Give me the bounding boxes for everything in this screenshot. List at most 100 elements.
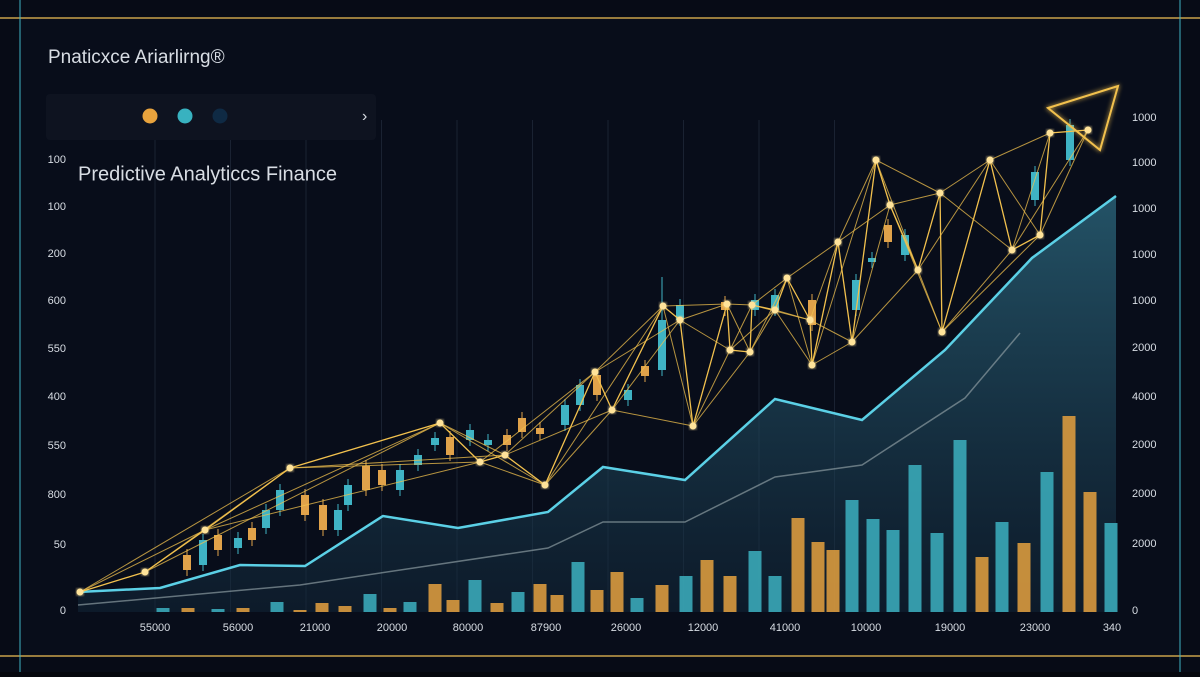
- candle-body: [214, 535, 222, 550]
- volume-bar: [866, 519, 880, 612]
- y2-axis-label: 1000: [1132, 295, 1156, 307]
- network-node: [201, 526, 209, 534]
- network-node: [541, 481, 549, 489]
- volume-bar: [975, 557, 989, 612]
- volume-bar: [630, 598, 644, 612]
- candle-body: [624, 390, 632, 400]
- volume-bar: [811, 542, 825, 612]
- network-edge: [851, 269, 919, 343]
- y2-axis-label: 2000: [1132, 488, 1156, 500]
- network-edge: [611, 409, 694, 427]
- app-title: Pnaticxce Ariarlirng®: [48, 47, 225, 68]
- network-node: [659, 302, 667, 310]
- network-edge: [875, 159, 919, 271]
- volume-bar: [293, 610, 307, 612]
- x-axis-label: 21000: [300, 622, 331, 634]
- volume-bar: [590, 590, 604, 612]
- network-edge: [837, 159, 877, 243]
- network-edge: [1039, 129, 1089, 236]
- volume-bar: [845, 500, 859, 612]
- candle-body: [396, 470, 404, 490]
- network-edge: [1011, 129, 1089, 251]
- volume-bar: [610, 572, 624, 612]
- network-edge: [875, 159, 941, 194]
- network-edge: [544, 305, 664, 486]
- network-edge: [662, 303, 728, 307]
- network-edge: [504, 371, 596, 456]
- network-node: [914, 266, 922, 274]
- network-edge: [749, 309, 776, 353]
- network-edge: [594, 319, 681, 373]
- network-node: [808, 361, 816, 369]
- trend-line: [77, 332, 1021, 606]
- y-axis-label: 550: [48, 440, 66, 452]
- network-edge: [751, 277, 788, 306]
- volume-bar: [236, 608, 250, 612]
- network-node: [771, 306, 779, 314]
- area-line: [77, 194, 1117, 594]
- candle-body: [593, 375, 601, 395]
- candle-body: [319, 505, 327, 530]
- network-edge: [939, 159, 991, 194]
- network-node: [1036, 231, 1044, 239]
- network-node: [726, 346, 734, 354]
- network-node: [848, 338, 856, 346]
- network-edge: [774, 309, 811, 321]
- network-node: [286, 464, 294, 472]
- legend-dots: [142, 108, 228, 124]
- network-edge: [679, 303, 728, 321]
- y2-axis-label: 1000: [1132, 203, 1156, 215]
- network-edge: [79, 467, 291, 593]
- network-edge: [1011, 132, 1051, 251]
- y2-axis-label: 2000: [1132, 439, 1156, 451]
- toolbar: [46, 94, 376, 140]
- volume-bar: [446, 600, 460, 612]
- candle-body: [641, 366, 649, 376]
- y2-axis-label: 0: [1132, 605, 1138, 617]
- network-node: [501, 451, 509, 459]
- network-edge: [594, 305, 664, 373]
- candle-body: [518, 418, 526, 432]
- network-edge: [479, 371, 596, 463]
- network-node: [723, 300, 731, 308]
- y-axis-label: 100: [48, 154, 66, 166]
- network-node: [1046, 129, 1054, 137]
- volume-bar: [211, 609, 225, 612]
- volume-bar: [181, 608, 195, 612]
- network-edge: [851, 204, 891, 343]
- y-axis-label: 100: [48, 201, 66, 213]
- network-node: [834, 238, 842, 246]
- network-edge: [786, 277, 813, 366]
- volume-bar: [791, 518, 805, 612]
- network-node: [746, 348, 754, 356]
- volume-bar: [383, 608, 397, 612]
- volume-bar: [468, 580, 482, 612]
- chevron[interactable]: ›: [362, 108, 367, 125]
- y2-axis-label: 1000: [1132, 249, 1156, 261]
- candle-body: [183, 555, 191, 570]
- volume-bar: [930, 533, 944, 612]
- volume-bar: [723, 576, 737, 612]
- network-node: [806, 316, 814, 324]
- trend-arrow: [1045, 84, 1120, 152]
- network-edge: [692, 351, 751, 427]
- candle-body: [362, 466, 370, 490]
- network-edge: [726, 303, 751, 353]
- candle-body: [276, 490, 284, 510]
- volume-bar: [826, 550, 840, 612]
- network-node: [591, 368, 599, 376]
- candle-body: [852, 280, 860, 310]
- y-axis-label: 600: [48, 295, 66, 307]
- candle-body: [503, 435, 511, 445]
- network-node: [936, 189, 944, 197]
- volume-bar: [270, 602, 284, 612]
- network-node: [476, 458, 484, 466]
- y2-axis-label: 2000: [1132, 342, 1156, 354]
- network-edge: [692, 349, 731, 427]
- network-node: [872, 156, 880, 164]
- network-edge: [941, 234, 1041, 333]
- candle-body: [262, 510, 270, 528]
- network-edge: [941, 249, 1013, 333]
- candle-body: [446, 437, 454, 455]
- network-edge: [786, 241, 839, 279]
